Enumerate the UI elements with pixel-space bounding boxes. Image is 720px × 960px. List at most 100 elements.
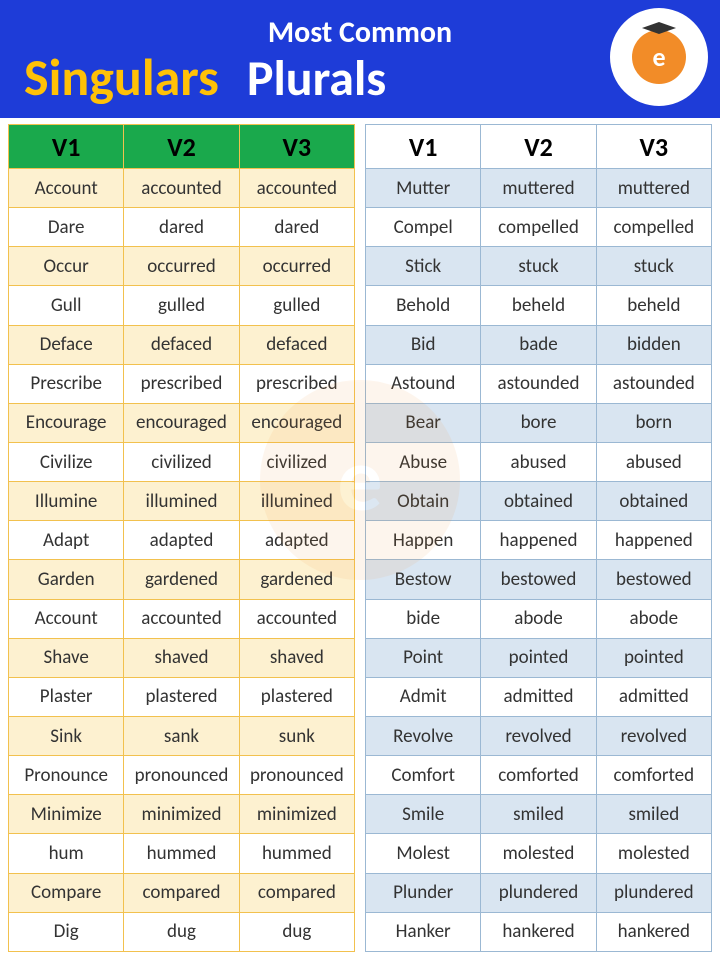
table-row: Accountaccountedaccounted — [9, 599, 355, 638]
table-cell: accounted — [239, 599, 354, 638]
table-cell: revolved — [596, 716, 711, 755]
table-cell: minimized — [239, 795, 354, 834]
table-cell: Bestow — [366, 560, 481, 599]
table-row: Bearboreborn — [366, 403, 712, 442]
table-cell: adapted — [239, 521, 354, 560]
table-row: Encourageencouragedencouraged — [9, 403, 355, 442]
table-cell: Account — [9, 599, 124, 638]
table-cell: shaved — [239, 638, 354, 677]
table-row: humhummedhummed — [9, 834, 355, 873]
table-row: Prescribeprescribedprescribed — [9, 364, 355, 403]
table-row: Civilizecivilizedcivilized — [9, 442, 355, 481]
table-cell: gardened — [239, 560, 354, 599]
table-cell: illumined — [124, 482, 239, 521]
table-cell: Stick — [366, 247, 481, 286]
table-row: Pronouncepronouncedpronounced — [9, 756, 355, 795]
table-cell: Admit — [366, 677, 481, 716]
table-row: Occuroccurredoccurred — [9, 247, 355, 286]
table-cell: Occur — [9, 247, 124, 286]
table-cell: gulled — [239, 286, 354, 325]
table-row: Hankerhankeredhankered — [366, 912, 712, 951]
table-cell: bestowed — [481, 560, 596, 599]
table-row: Daredareddared — [9, 208, 355, 247]
table-cell: adapted — [124, 521, 239, 560]
singulars-title: Singulars — [24, 45, 219, 109]
table-cell: bade — [481, 325, 596, 364]
table-cell: happened — [481, 521, 596, 560]
table-cell: bestowed — [596, 560, 711, 599]
table-cell: Gull — [9, 286, 124, 325]
table-cell: prescribed — [239, 364, 354, 403]
table-cell: minimized — [124, 795, 239, 834]
table-cell: gardened — [124, 560, 239, 599]
table-cell: muttered — [481, 169, 596, 208]
table-cell: bide — [366, 599, 481, 638]
table-row: Happenhappenedhappened — [366, 521, 712, 560]
table-row: Digdugdug — [9, 912, 355, 951]
table-cell: civilized — [124, 442, 239, 481]
table-row: Smilesmiledsmiled — [366, 795, 712, 834]
table-cell: plundered — [481, 873, 596, 912]
table-cell: hummed — [239, 834, 354, 873]
table-cell: Hanker — [366, 912, 481, 951]
table-cell: admitted — [596, 677, 711, 716]
table-cell: encouraged — [239, 403, 354, 442]
header-bottom: Singulars Plurals — [16, 45, 704, 109]
table-row: Shaveshavedshaved — [9, 638, 355, 677]
logo-badge: e — [610, 8, 708, 106]
table-cell: Behold — [366, 286, 481, 325]
table-cell: accounted — [124, 599, 239, 638]
table-row: Revolverevolvedrevolved — [366, 716, 712, 755]
table-cell: hum — [9, 834, 124, 873]
table-cell: Dig — [9, 912, 124, 951]
table-cell: sank — [124, 716, 239, 755]
table-cell: Molest — [366, 834, 481, 873]
table-cell: occurred — [124, 247, 239, 286]
table-cell: molested — [481, 834, 596, 873]
table-cell: Bear — [366, 403, 481, 442]
table-cell: dug — [124, 912, 239, 951]
left-header-v2: V2 — [124, 125, 239, 169]
table-cell: Bid — [366, 325, 481, 364]
table-cell: Plunder — [366, 873, 481, 912]
table-cell: compared — [239, 873, 354, 912]
table-cell: Mutter — [366, 169, 481, 208]
table-cell: Comfort — [366, 756, 481, 795]
table-cell: compared — [124, 873, 239, 912]
table-cell: Garden — [9, 560, 124, 599]
table-cell: plastered — [239, 677, 354, 716]
table-cell: stuck — [596, 247, 711, 286]
table-row: Gullgulledgulled — [9, 286, 355, 325]
table-row: Plasterplasteredplastered — [9, 677, 355, 716]
table-cell: plundered — [596, 873, 711, 912]
table-cell: dared — [239, 208, 354, 247]
table-cell: Encourage — [9, 403, 124, 442]
table-cell: bidden — [596, 325, 711, 364]
table-cell: obtained — [481, 482, 596, 521]
table-cell: hankered — [596, 912, 711, 951]
table-row: Abuseabusedabused — [366, 442, 712, 481]
table-cell: Dare — [9, 208, 124, 247]
table-cell: plastered — [124, 677, 239, 716]
table-row: Admitadmittedadmitted — [366, 677, 712, 716]
table-cell: gulled — [124, 286, 239, 325]
table-cell: bore — [481, 403, 596, 442]
table-cell: Pronounce — [9, 756, 124, 795]
table-cell: Compare — [9, 873, 124, 912]
table-cell: Adapt — [9, 521, 124, 560]
table-row: Defacedefaceddefaced — [9, 325, 355, 364]
table-cell: Revolve — [366, 716, 481, 755]
table-cell: defaced — [239, 325, 354, 364]
graduation-cap-icon — [642, 22, 676, 34]
table-cell: defaced — [124, 325, 239, 364]
table-cell: compelled — [596, 208, 711, 247]
table-cell: abused — [596, 442, 711, 481]
table-row: Gardengardenedgardened — [9, 560, 355, 599]
table-row: Pointpointedpointed — [366, 638, 712, 677]
table-cell: Plaster — [9, 677, 124, 716]
right-table: V1V2V3MuttermutteredmutteredCompelcompel… — [365, 124, 712, 952]
table-cell: sunk — [239, 716, 354, 755]
table-cell: Shave — [9, 638, 124, 677]
table-cell: occurred — [239, 247, 354, 286]
left-header-v1: V1 — [9, 125, 124, 169]
